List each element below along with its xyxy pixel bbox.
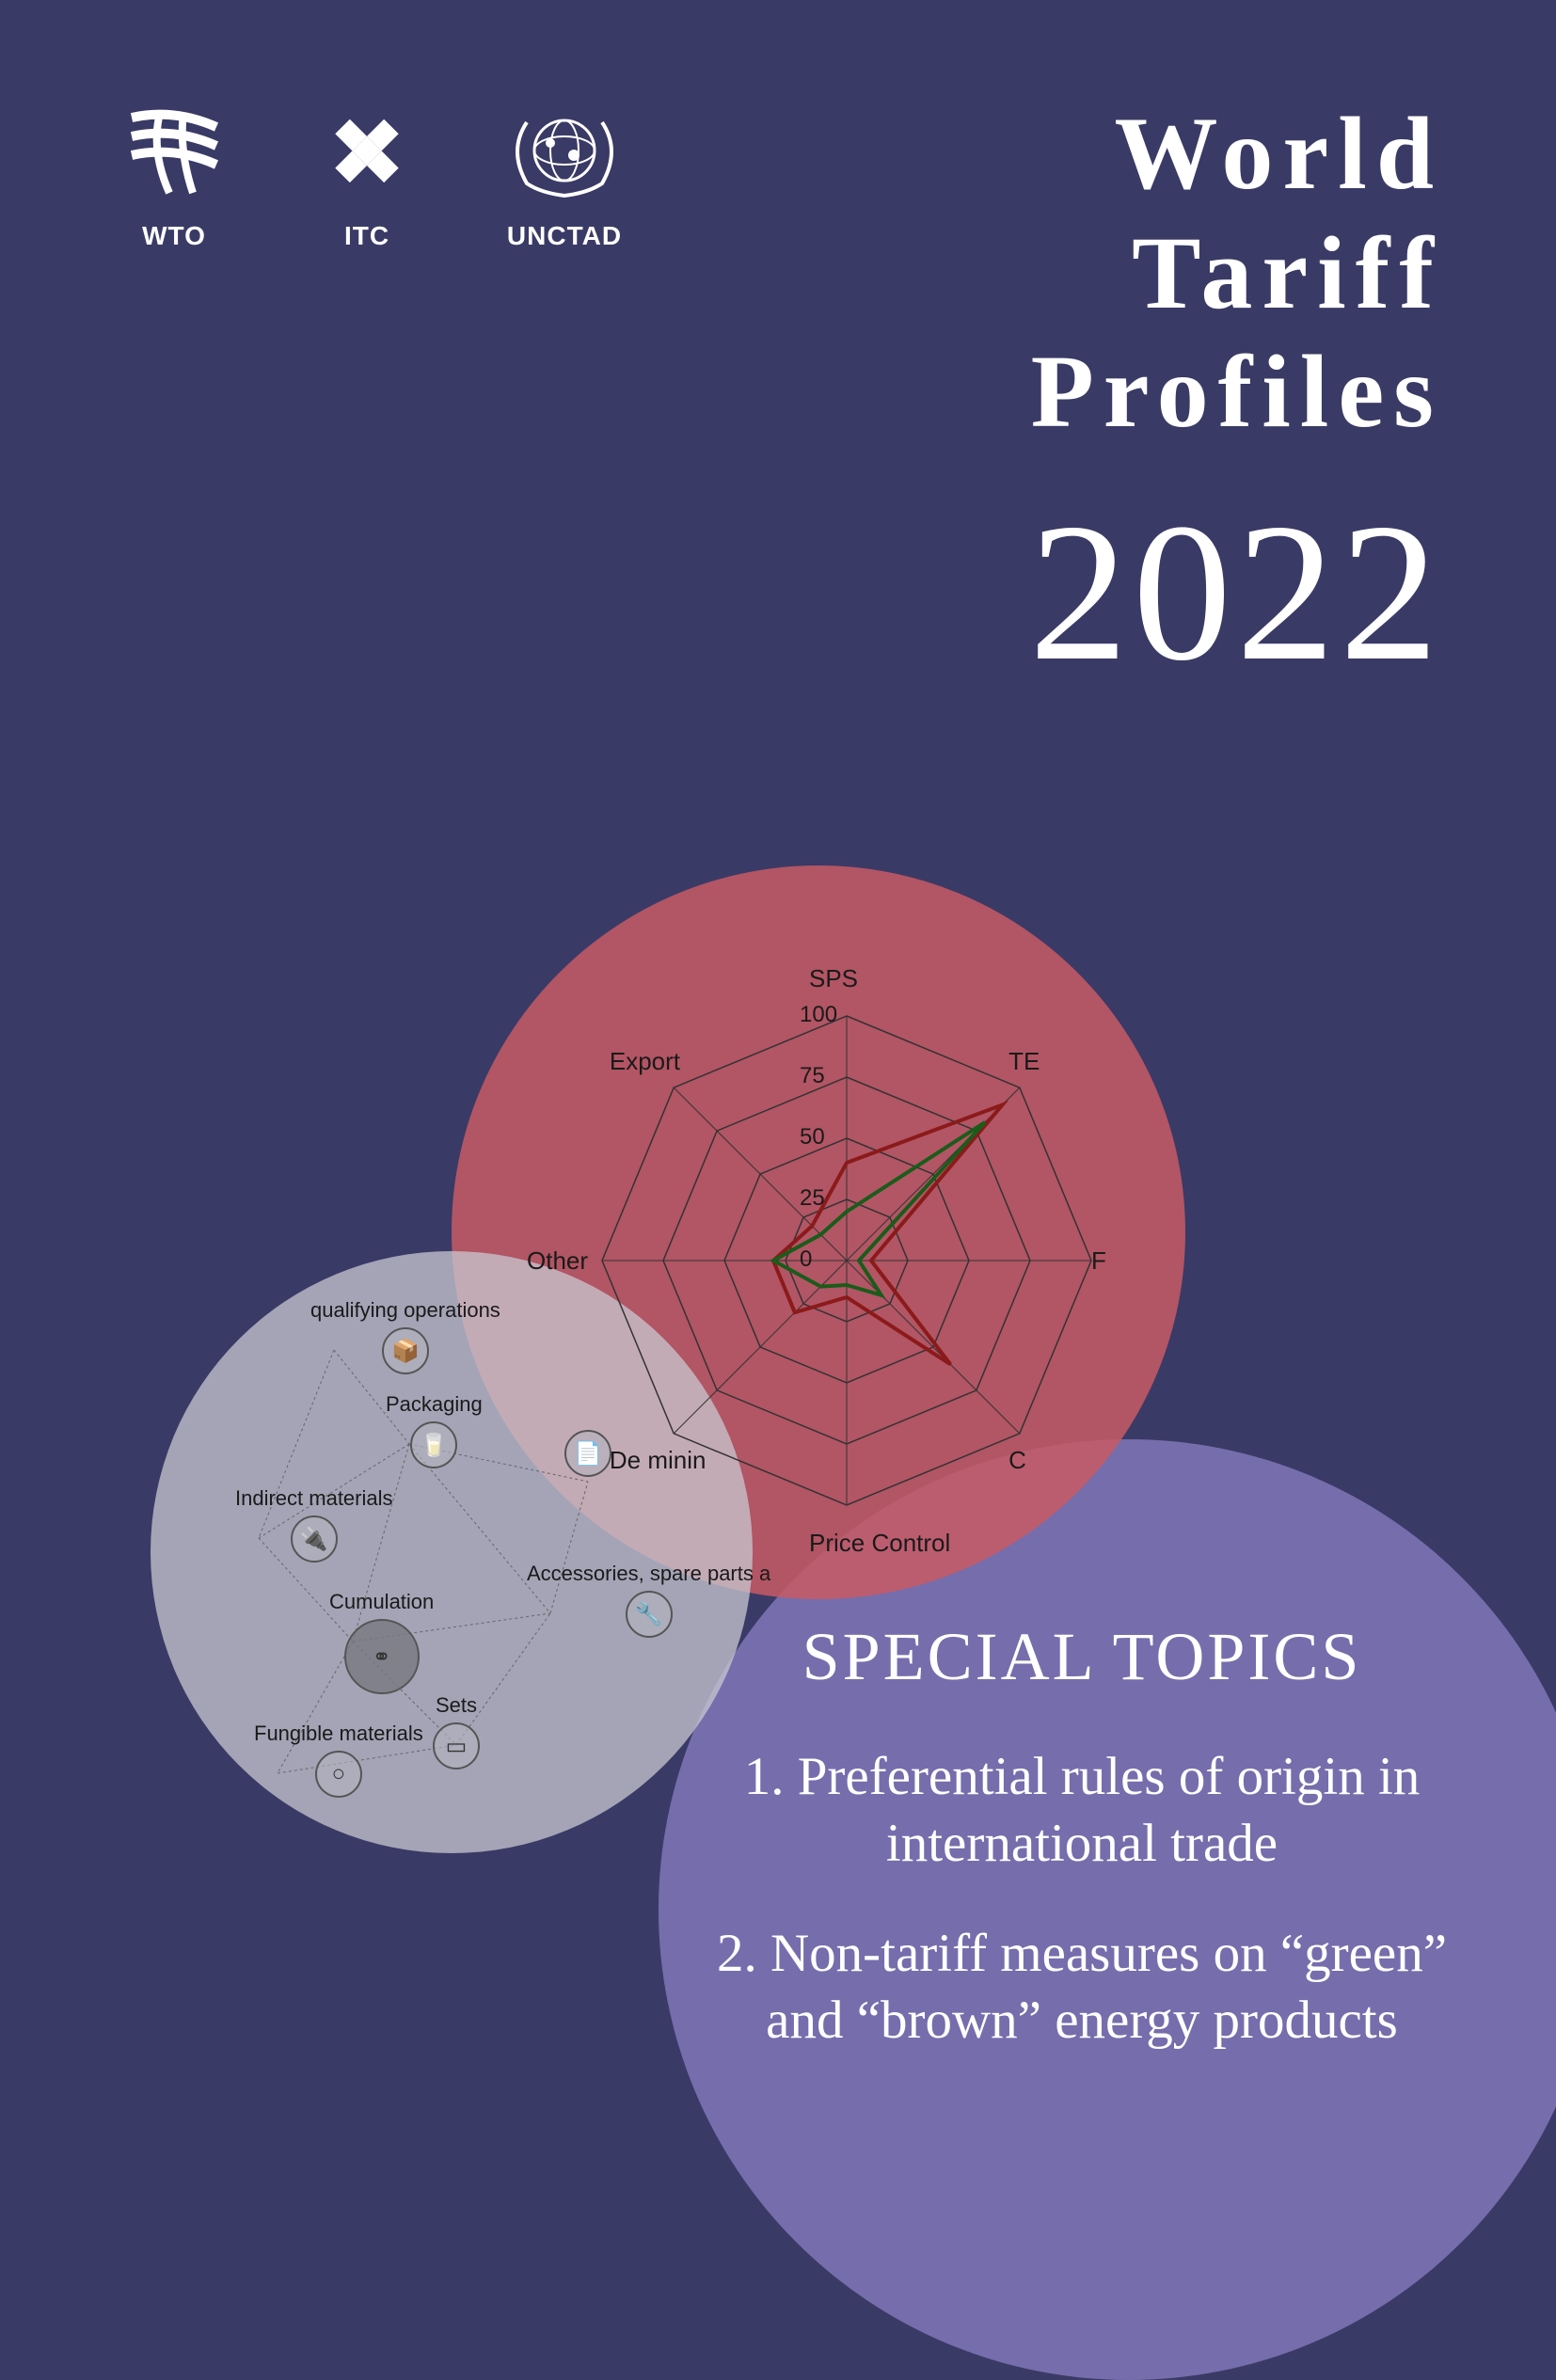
network-node-icon: 📦 — [382, 1327, 429, 1374]
network-node: Fungible materials ○ — [254, 1722, 423, 1798]
title-year: 2022 — [1029, 480, 1443, 706]
network-node-label: Indirect materials — [235, 1486, 393, 1511]
wto-icon — [113, 103, 235, 207]
radar-axis-label: Price Control — [809, 1529, 950, 1558]
topic-1: 1. Preferential rules of origin in inter… — [696, 1743, 1468, 1878]
itc-label: ITC — [344, 221, 389, 251]
network-node-icon: ○ — [315, 1751, 362, 1798]
network-node-icon: 🔌 — [291, 1515, 338, 1563]
logo-row: WTO ITC UNCTAD — [113, 103, 630, 251]
itc-icon — [310, 103, 423, 207]
special-topics: SPECIAL TOPICS 1. Preferential rules of … — [696, 1618, 1468, 2096]
title-line-3: Profiles — [1029, 332, 1443, 452]
network-node-label: Fungible materials — [254, 1722, 423, 1746]
wto-label: WTO — [142, 221, 206, 251]
radar-axis-label: C — [1008, 1446, 1026, 1475]
radar-axis-label: Export — [610, 1047, 680, 1076]
network-node-icon: 📄 — [564, 1430, 611, 1477]
network-node-icon: 🥛 — [410, 1421, 457, 1468]
itc-logo: ITC — [310, 103, 423, 251]
network-node-label: qualifying operations — [310, 1298, 500, 1323]
special-topics-heading: SPECIAL TOPICS — [696, 1618, 1468, 1696]
network-node-icon: 🔧 — [626, 1591, 673, 1638]
network-node-label: Packaging — [386, 1392, 483, 1417]
network-node: Sets ▭ — [433, 1693, 480, 1769]
radar-tick-label: 0 — [800, 1246, 812, 1273]
network-node: Packaging 🥛 — [386, 1392, 483, 1468]
network-node-label: Sets — [436, 1693, 477, 1718]
title-block: World Tariff Profiles 2022 — [1029, 94, 1443, 706]
network-node: 📄 — [564, 1430, 611, 1477]
topic-2: 2. Non-tariff measures on “green” and “b… — [696, 1920, 1468, 2055]
wto-logo: WTO — [113, 103, 235, 251]
unctad-logo: UNCTAD — [499, 103, 630, 251]
unctad-icon — [499, 103, 630, 207]
network-node: qualifying operations 📦 — [310, 1298, 500, 1374]
radar-tick-label: 50 — [800, 1124, 825, 1150]
title-line-2: Tariff — [1029, 214, 1443, 333]
radar-tick-label: 75 — [800, 1063, 825, 1089]
radar-tick-label: 100 — [800, 1002, 837, 1028]
radar-axis-label: TE — [1008, 1047, 1040, 1076]
unctad-label: UNCTAD — [507, 221, 622, 251]
network-node-label: Cumulation — [329, 1590, 434, 1614]
network-node: Indirect materials 🔌 — [235, 1486, 393, 1563]
radar-axis-label: SPS — [809, 964, 858, 993]
network-node-icon: ▭ — [433, 1722, 480, 1769]
radar-axis-label: F — [1091, 1246, 1106, 1276]
title-line-1: World — [1029, 94, 1443, 214]
network-diagram: qualifying operations 📦 Packaging 🥛 Indi… — [169, 1270, 734, 1834]
radar-tick-label: 25 — [800, 1185, 825, 1212]
network-node: Cumulation ⚭ — [329, 1590, 434, 1694]
network-node-label: Accessories, spare parts a — [527, 1562, 770, 1586]
network-node-icon: ⚭ — [344, 1619, 420, 1694]
